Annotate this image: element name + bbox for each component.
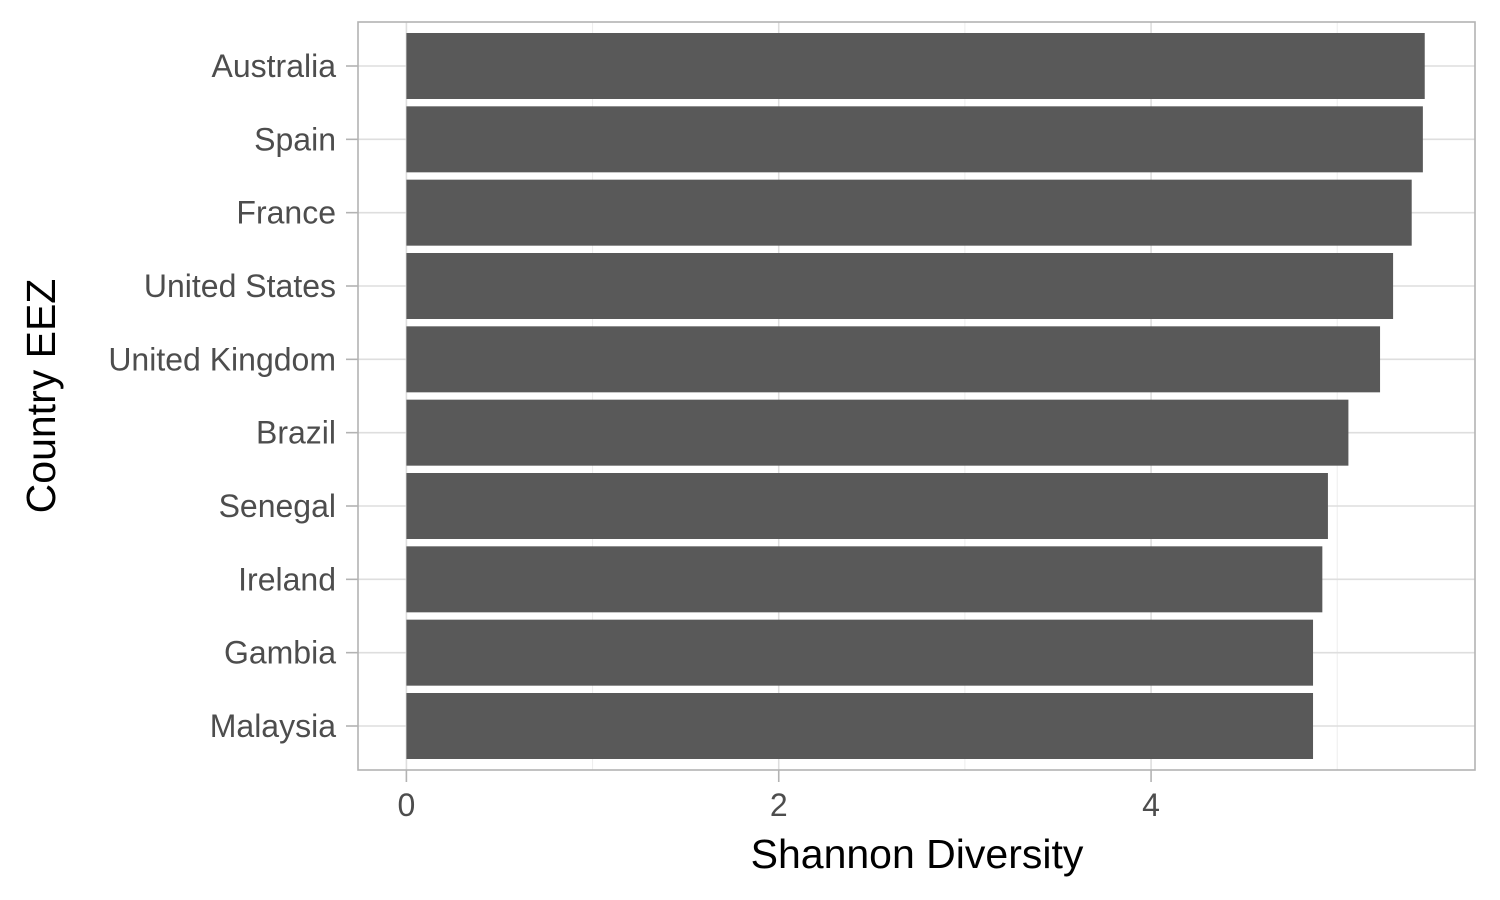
bar-ireland (406, 546, 1323, 613)
x-tick-label: 0 (398, 787, 416, 823)
bar-france (406, 179, 1412, 246)
bar-spain (406, 106, 1423, 173)
bar-united-kingdom (406, 326, 1381, 393)
y-tick-label: Gambia (224, 635, 336, 671)
bars (406, 33, 1425, 759)
y-tick-label: United States (144, 268, 336, 304)
y-tick-label: Ireland (238, 561, 336, 597)
x-axis-ticks: 0 2 4 (398, 770, 1160, 823)
y-tick-label: Spain (254, 121, 336, 157)
y-tick-label: Australia (212, 48, 337, 84)
y-axis-title: Country EEZ (18, 279, 64, 514)
y-tick-label: Malaysia (210, 708, 336, 744)
bar-gambia (406, 619, 1314, 686)
panel-border (357, 21, 1476, 771)
y-tick-label: Brazil (256, 415, 336, 451)
bar-australia (406, 33, 1425, 99)
bar-united-states (406, 253, 1394, 319)
y-tick-label: France (236, 195, 336, 231)
y-axis-ticks: Australia Spain France United States United … (108, 48, 358, 744)
x-axis-title: Shannon Diversity (751, 831, 1084, 877)
bar-senegal (406, 473, 1328, 539)
bar-brazil (406, 399, 1349, 466)
bar-malaysia (406, 693, 1314, 759)
y-tick-label: Senegal (219, 488, 336, 524)
x-tick-label: 2 (770, 787, 788, 823)
y-tick-label: United Kingdom (108, 341, 336, 377)
x-tick-label: 4 (1142, 787, 1160, 823)
